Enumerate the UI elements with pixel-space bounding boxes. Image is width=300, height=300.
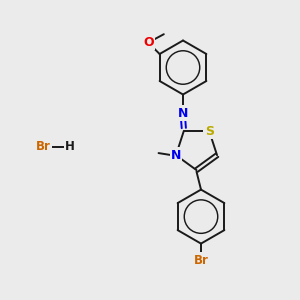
- Text: S: S: [205, 124, 214, 137]
- Text: Br: Br: [35, 140, 50, 154]
- Text: N: N: [171, 149, 181, 162]
- Text: H: H: [65, 140, 75, 154]
- Text: O: O: [143, 36, 154, 49]
- Text: Br: Br: [194, 254, 208, 267]
- Text: N: N: [178, 106, 188, 120]
